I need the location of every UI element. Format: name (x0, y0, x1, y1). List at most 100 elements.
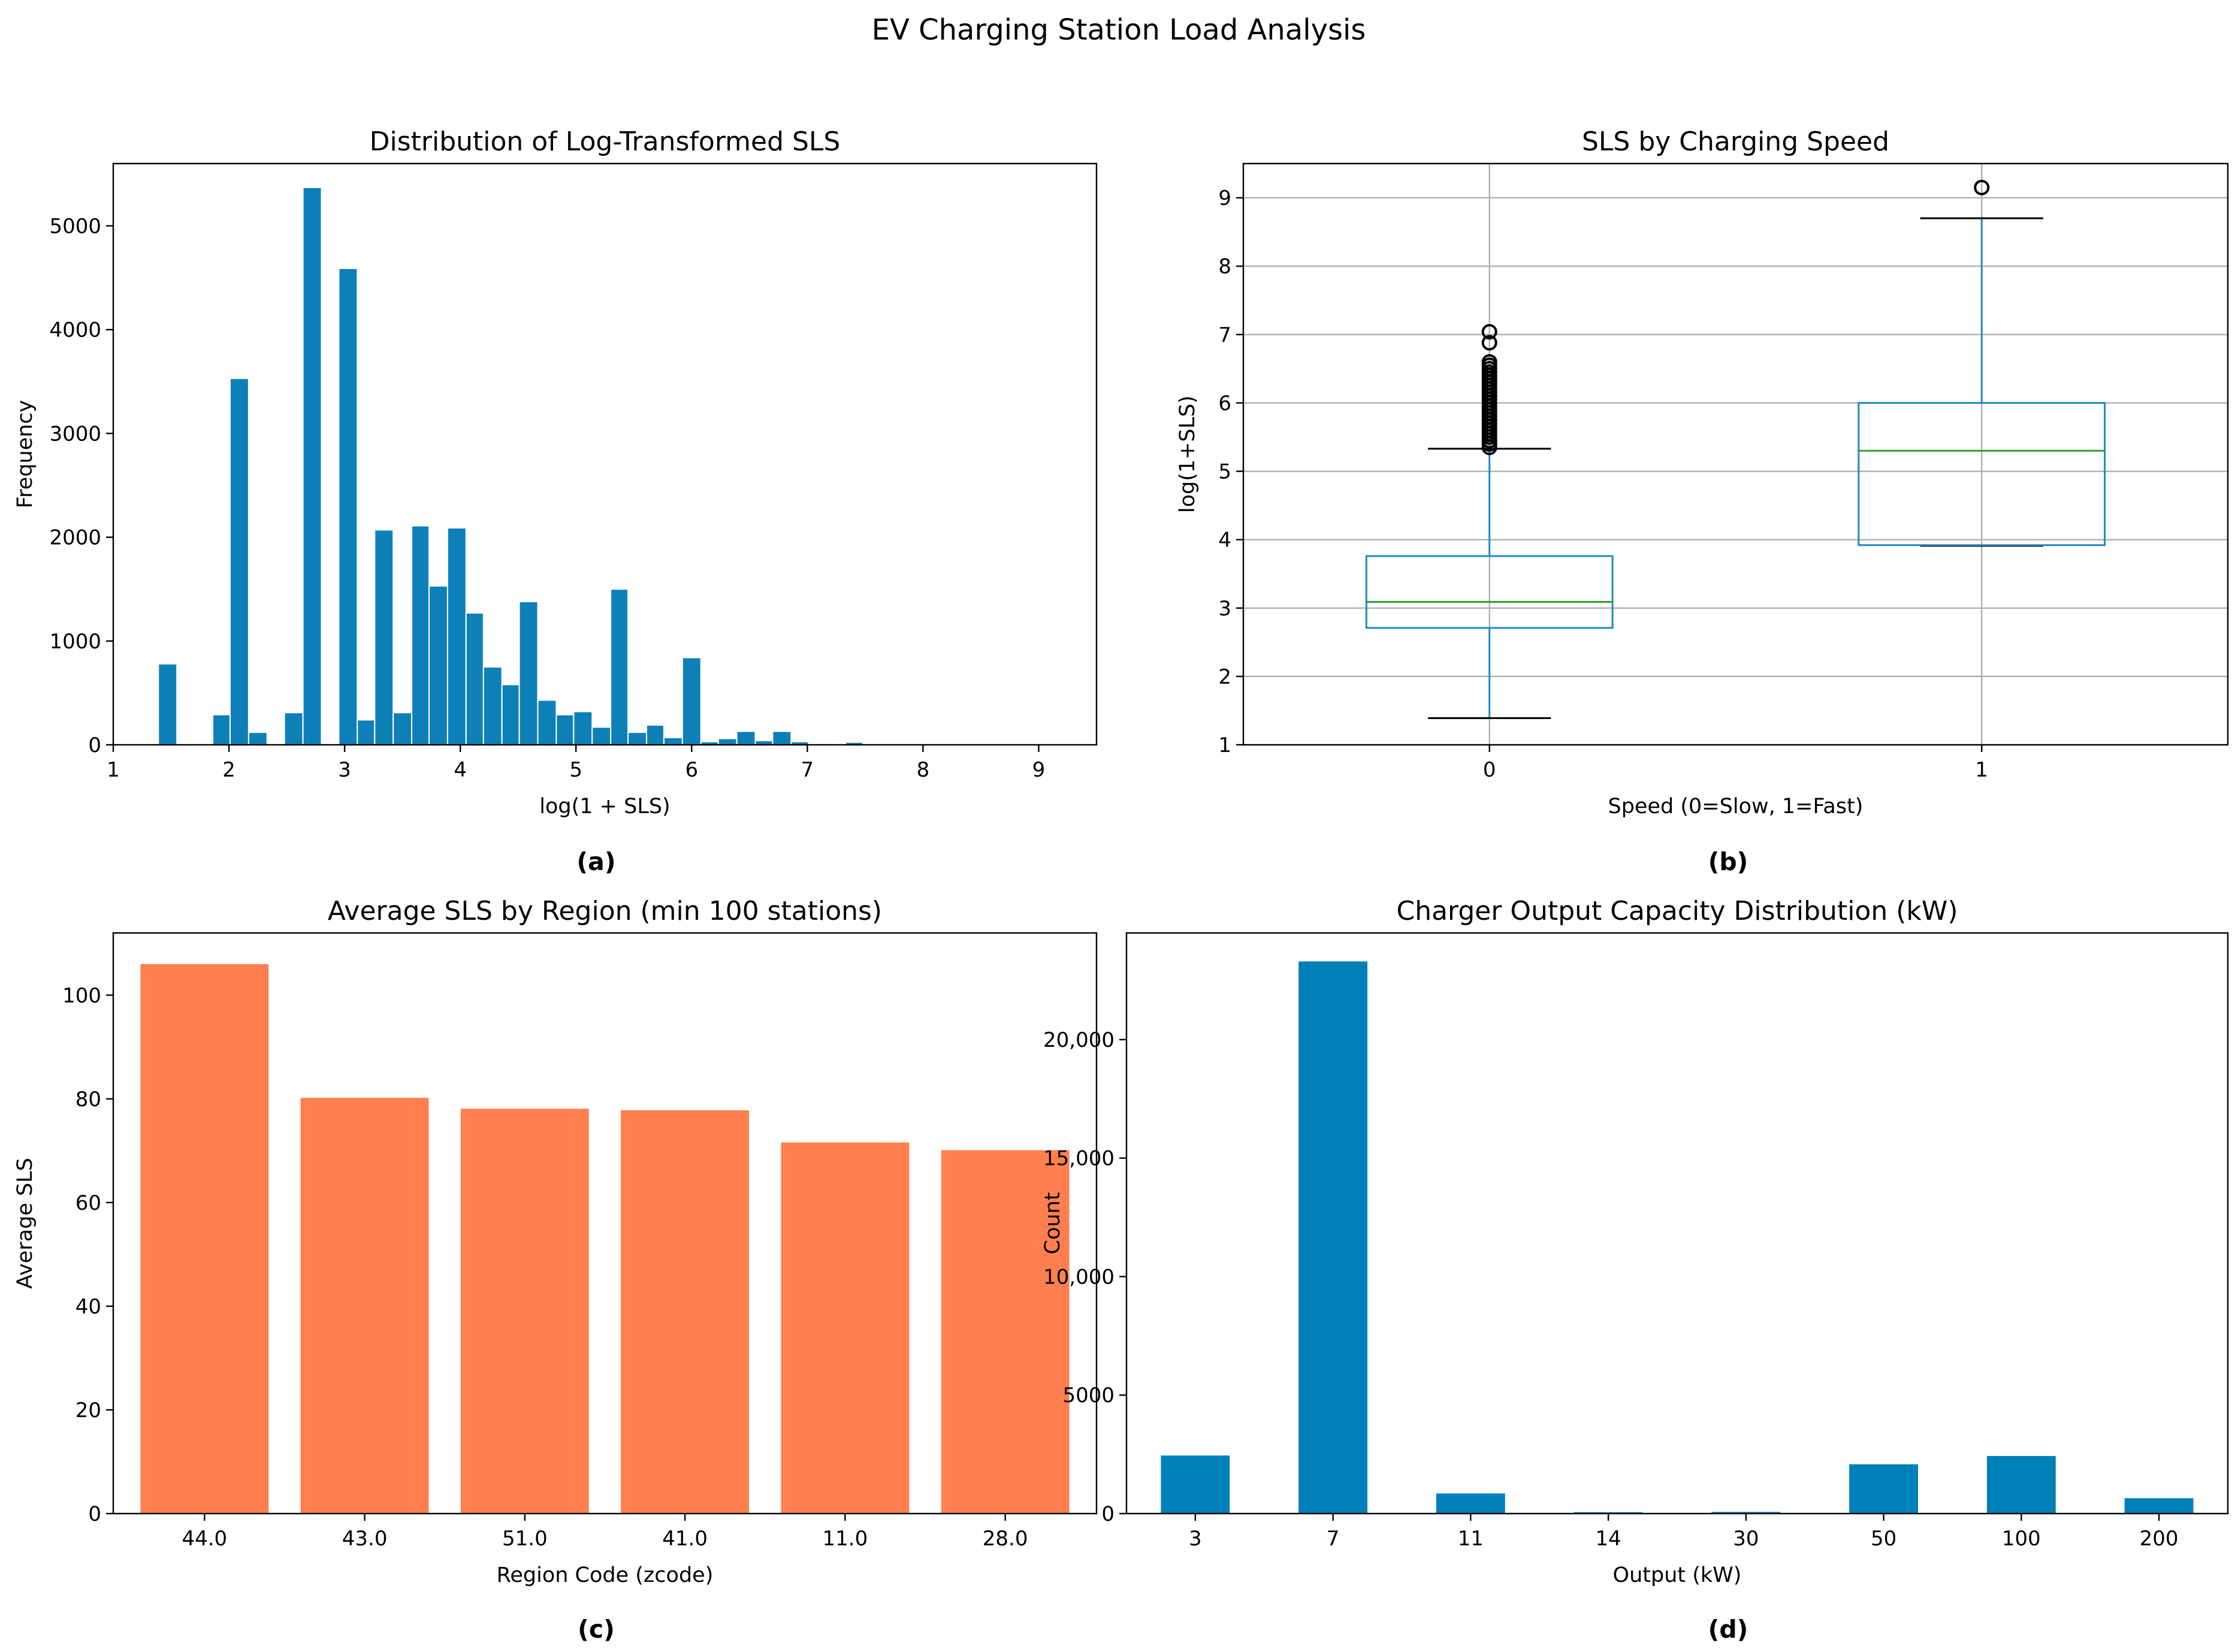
x-tick-label-d: 100 (2002, 1527, 2041, 1551)
x-axis-label-c: Region Code (zcode) (497, 1563, 714, 1587)
histogram-bar (392, 712, 413, 746)
panel-label-c: (c) (578, 1615, 615, 1644)
region-bar (621, 1110, 750, 1514)
y-tick-label-d: 0 (1101, 1502, 1115, 1526)
plot-frame-a (112, 162, 1098, 746)
histogram-bar (736, 730, 756, 746)
x-tick-label-b: 0 (1483, 758, 1496, 782)
histogram-bar (428, 585, 448, 745)
histogram-bar (518, 600, 539, 746)
y-tick-label-c: 40 (75, 1295, 101, 1319)
x-tick-label-c: 44.0 (182, 1527, 227, 1551)
region-bar (781, 1142, 910, 1514)
plot-frame-b (1242, 162, 2229, 746)
y-tick-label-b: 7 (1218, 323, 1231, 347)
histogram-bar (501, 684, 520, 746)
y-tick-label-a: 3000 (49, 422, 101, 446)
region-bar (300, 1098, 429, 1514)
x-tick-label-a: 2 (222, 758, 235, 782)
panel-b-boxplot: 1 2 3 4 5 6 7 8 9 0 1 SLS by Charging Speed Speed (0… (1176, 126, 2229, 819)
y-tick-label-a: 1000 (49, 630, 101, 654)
x-axis-label-a: log(1 + SLS) (539, 795, 670, 819)
x-tick-label-c: 41.0 (662, 1527, 708, 1551)
histogram-bar (212, 714, 231, 745)
x-tick-label-d: 30 (1733, 1527, 1759, 1551)
histogram-bar (482, 666, 503, 745)
x-tick-label-a: 7 (801, 758, 814, 782)
histogram-bar (646, 724, 665, 745)
histogram-bar (302, 186, 322, 745)
x-tick-label-d: 11 (1458, 1527, 1484, 1551)
histogram-bar (247, 732, 268, 745)
histogram-bar (357, 719, 376, 746)
y-tick-label-b: 8 (1218, 255, 1231, 279)
y-tick-label-c: 100 (62, 984, 101, 1008)
x-tick-label-a: 4 (454, 758, 467, 782)
panel-d-capacity-bars: 3 7 11 14 30 50 100 200 0 5000 10,000 15,000 20,000 C… (1041, 896, 2229, 1587)
y-tick-label-d: 10,000 (1043, 1265, 1115, 1289)
histogram-bar (591, 726, 612, 746)
panel-label-d: (d) (1708, 1615, 1748, 1644)
histogram-bar (374, 529, 394, 745)
x-tick-label-d: 200 (2140, 1527, 2179, 1551)
chart-title-a: Distribution of Log-Transformed SLS (370, 126, 841, 157)
box-outlier (1481, 354, 1497, 370)
y-axis-label-b: log(1+SLS) (1176, 395, 1200, 513)
y-tick-label-d: 15,000 (1043, 1147, 1115, 1171)
y-tick-label-b: 2 (1218, 665, 1231, 689)
chart-title-c: Average SLS by Region (min 100 stations) (328, 896, 882, 926)
capacity-bar (1711, 1512, 1781, 1514)
y-tick-label-c: 80 (75, 1088, 101, 1112)
histogram-bar (772, 730, 792, 746)
x-tick-label-d: 3 (1189, 1527, 1202, 1551)
capacity-bar (1849, 1464, 1919, 1514)
chart-title-d: Charger Output Capacity Distribution (kW… (1396, 896, 1958, 926)
histogram-bar (681, 657, 702, 745)
box-iqr (1858, 401, 2106, 546)
histogram-bar (610, 588, 629, 746)
panel-a-histogram: 1 2 3 4 5 6 7 8 9 0 1000 2000 3000 4000 5000 Distributi… (13, 126, 1098, 819)
y-tick-label-a: 2000 (49, 526, 101, 550)
y-tick-label-a: 0 (88, 733, 101, 757)
histogram-bar (627, 732, 648, 745)
capacity-bar (1436, 1493, 1505, 1514)
y-tick-label-b: 5 (1218, 460, 1231, 484)
x-tick-label-a: 3 (338, 758, 351, 782)
capacity-bar (2124, 1498, 2194, 1514)
box-outlier (1481, 324, 1497, 340)
y-tick-label-c: 20 (75, 1399, 101, 1423)
histogram-bar (663, 736, 683, 745)
capacity-bar (1986, 1455, 2056, 1514)
x-tick-label-c: 51.0 (502, 1527, 548, 1551)
box-outlier (1974, 179, 1990, 195)
y-tick-label-d: 20,000 (1043, 1028, 1115, 1052)
y-tick-label-c: 60 (75, 1191, 101, 1215)
capacity-bar (1161, 1455, 1230, 1514)
y-axis-label-a: Frequency (13, 400, 37, 509)
y-tick-label-a: 4000 (49, 318, 101, 342)
histogram-bar (573, 711, 593, 745)
plot-frame-c (112, 932, 1098, 1515)
histogram-bar (229, 377, 249, 745)
y-tick-label-d: 5000 (1062, 1384, 1115, 1408)
figure-title: EV Charging Station Load Analysis (872, 13, 1366, 47)
y-tick-label-b: 6 (1218, 391, 1231, 415)
capacity-bar (1298, 961, 1368, 1514)
x-tick-label-c: 11.0 (823, 1527, 868, 1551)
histogram-bar (411, 525, 430, 746)
histogram-bar (537, 699, 557, 745)
histogram-bar (338, 267, 358, 746)
x-tick-label-a: 8 (917, 758, 930, 782)
x-tick-label-a: 6 (685, 758, 698, 782)
region-bar (941, 1150, 1070, 1514)
chart-title-b: SLS by Charging Speed (1582, 126, 1889, 157)
x-tick-label-b: 1 (1975, 758, 1988, 782)
box-iqr (1365, 555, 1614, 629)
x-tick-label-a: 5 (569, 758, 582, 782)
y-tick-label-c: 0 (88, 1502, 101, 1526)
panel-label-b: (b) (1708, 847, 1748, 876)
region-bar (140, 964, 269, 1514)
histogram-bar (283, 712, 304, 746)
y-tick-label-b: 3 (1218, 597, 1231, 621)
